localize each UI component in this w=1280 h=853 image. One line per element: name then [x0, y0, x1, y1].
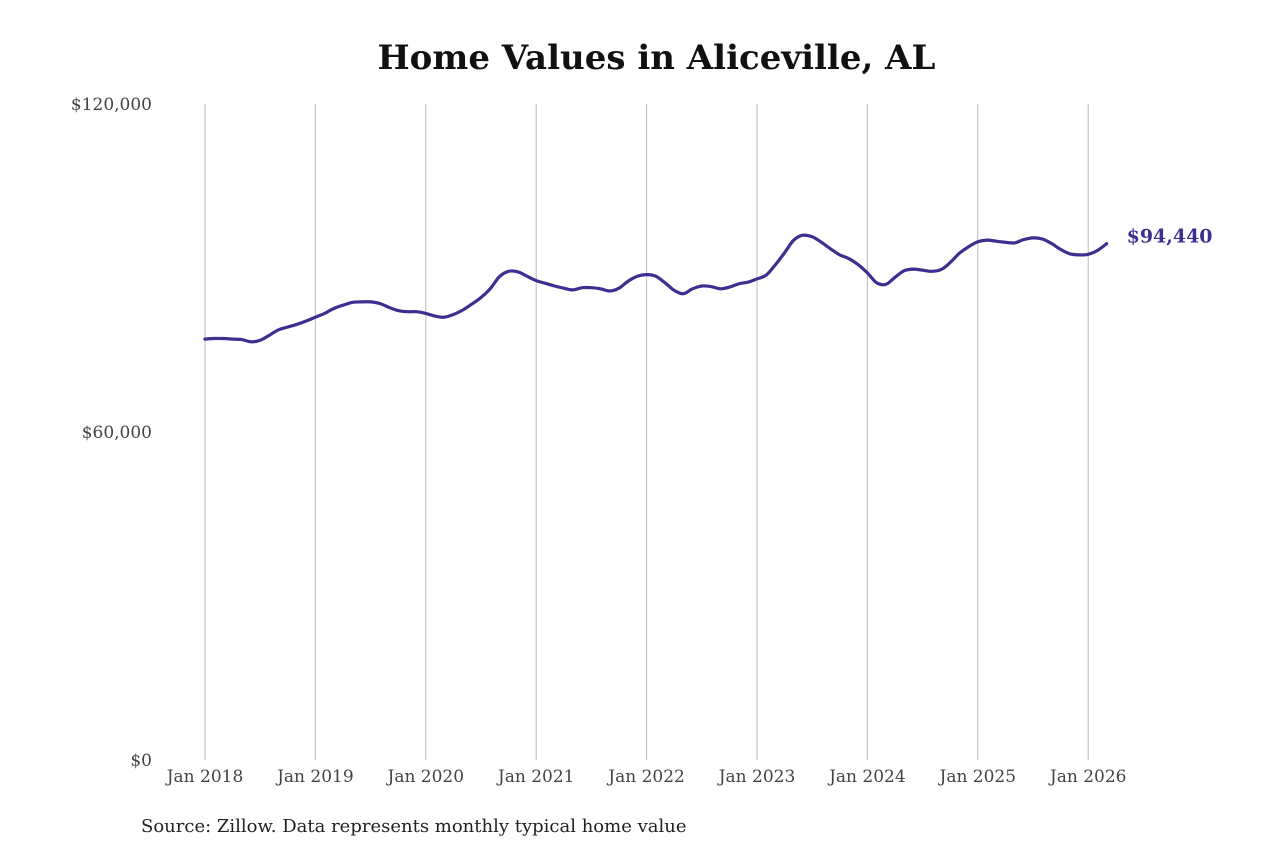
x-tick-label: Jan 2023 — [717, 767, 796, 787]
y-tick-label: $120,000 — [71, 95, 152, 115]
x-tick-label: Jan 2022 — [606, 767, 685, 787]
x-tick-label: Jan 2026 — [1048, 767, 1127, 787]
x-tick-label: Jan 2018 — [165, 767, 244, 787]
y-tick-label: $60,000 — [82, 423, 152, 443]
series-layer — [203, 233, 1109, 344]
x-tick-label: Jan 2021 — [496, 767, 575, 787]
x-tick-label: Jan 2025 — [938, 767, 1017, 787]
end-label-layer: $94,440 — [1127, 226, 1213, 248]
x-tick-label: Jan 2019 — [275, 767, 354, 787]
y-tick-label: $0 — [130, 751, 152, 771]
x-tick-label: Jan 2020 — [386, 767, 465, 787]
series-line-home-value — [203, 233, 1109, 344]
x-tick-label: Jan 2024 — [827, 767, 906, 787]
end-value-label: $94,440 — [1127, 226, 1213, 248]
y-axis-ticks: $0 $60,000 $120,000 — [71, 95, 152, 771]
source-note: Source: Zillow. Data represents monthly … — [141, 816, 687, 837]
grid-lines — [204, 104, 1089, 760]
x-axis-ticks: Jan 2018 Jan 2019 Jan 2020 Jan 2021 Jan 2022… — [165, 767, 1127, 787]
chart-title: Home Values in Aliceville, AL — [377, 38, 936, 78]
